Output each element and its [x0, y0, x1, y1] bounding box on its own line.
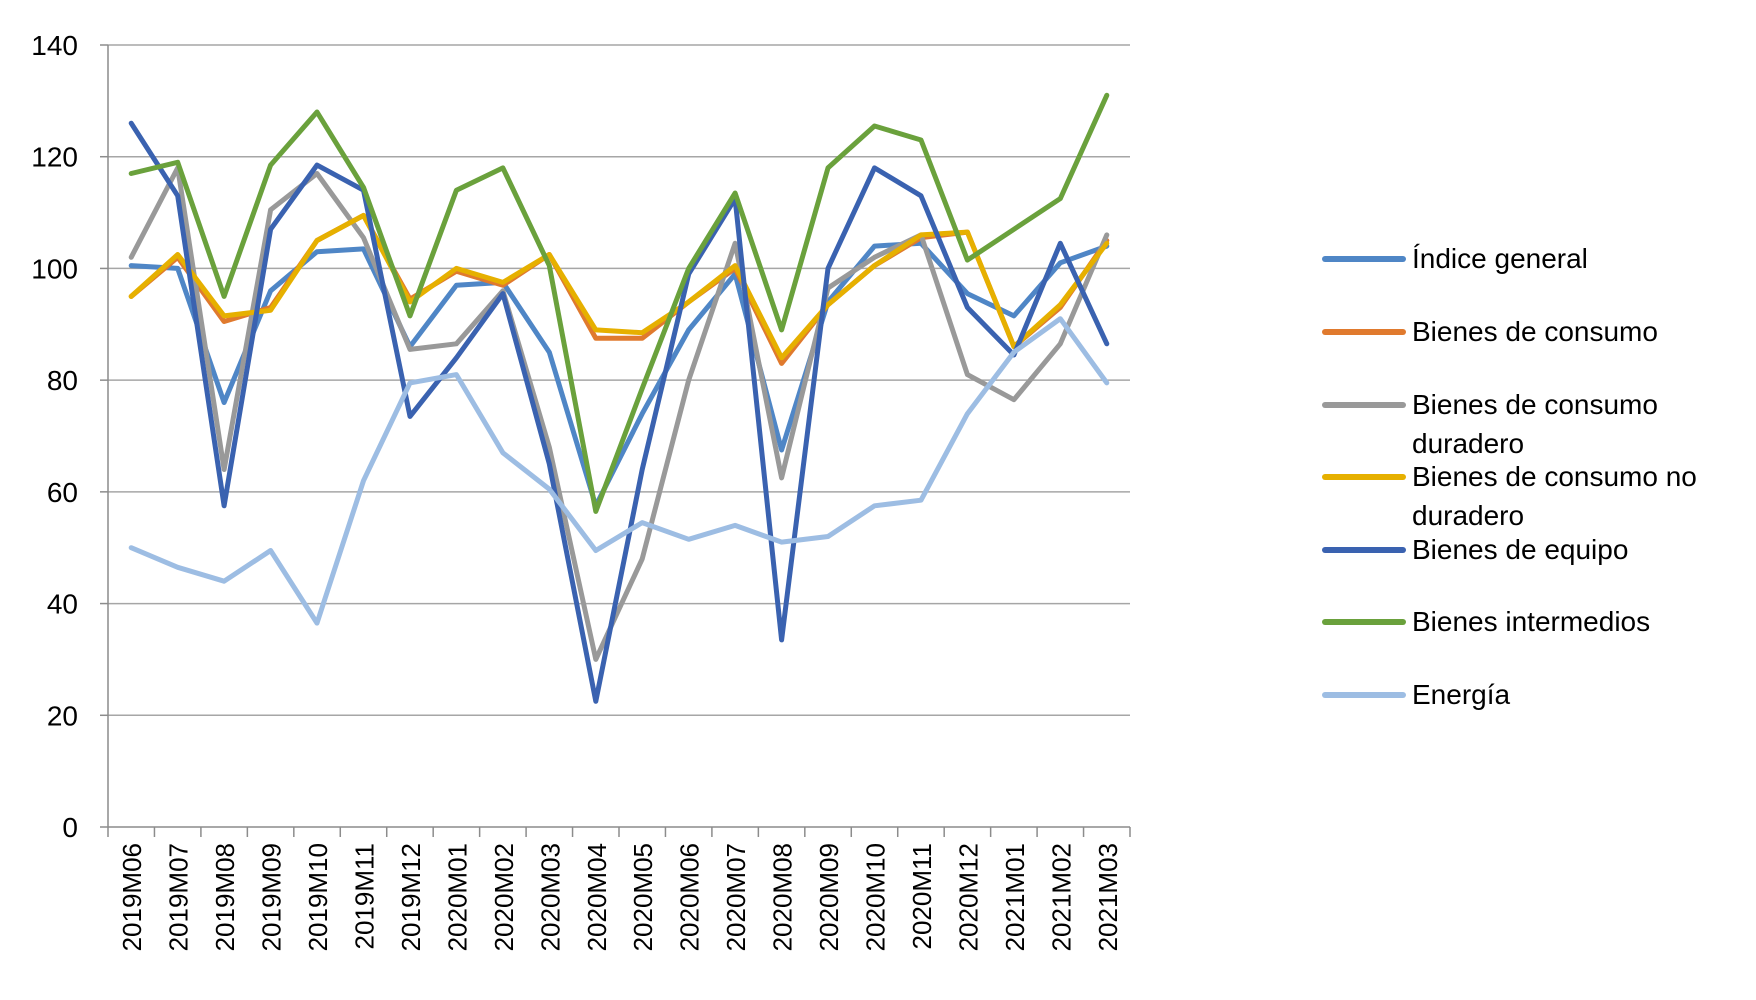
x-tick-label: 2019M06 — [117, 843, 147, 951]
x-tick-label: 2019M12 — [396, 843, 426, 951]
x-tick-label: 2019M07 — [164, 843, 194, 951]
x-tick-label: 2020M11 — [907, 843, 937, 950]
y-tick-label: 80 — [47, 365, 78, 396]
legend-label-4: Bienes de equipo — [1412, 534, 1628, 565]
y-tick-label: 20 — [47, 700, 78, 731]
y-tick-label: 100 — [31, 253, 78, 284]
legend-label-2: Bienes de consumo — [1412, 389, 1658, 420]
y-tick-label: 0 — [62, 812, 78, 843]
series-line-4 — [128, 120, 1110, 704]
x-tick-label: 2020M02 — [489, 843, 519, 951]
x-tick-label: 2020M08 — [768, 843, 798, 951]
x-tick-label: 2020M04 — [582, 843, 612, 951]
series-line-3 — [128, 212, 1110, 361]
x-tick-label: 2019M10 — [303, 843, 333, 951]
x-tick-label: 2020M06 — [675, 843, 705, 951]
legend-label-3: duradero — [1412, 500, 1524, 531]
x-axis-ticks: 2019M06 2019M07 2019M08 2019M09 2019M10 2019M… — [107, 827, 1131, 951]
series-line-6 — [128, 316, 1110, 626]
x-tick-label: 2020M07 — [721, 843, 751, 951]
series-lines — [128, 92, 1110, 704]
y-tick-label: 40 — [47, 589, 78, 620]
series-line-5 — [128, 92, 1110, 514]
series-line-0 — [128, 240, 1110, 509]
legend-label-5: Bienes intermedios — [1412, 606, 1650, 637]
legend-label-3: Bienes de consumo no — [1412, 461, 1697, 492]
y-tick-label: 120 — [31, 142, 78, 173]
x-tick-label: 2019M11 — [350, 843, 380, 950]
x-tick-label: 2019M09 — [257, 843, 287, 951]
legend-label-1: Bienes de consumo — [1412, 316, 1658, 347]
x-tick-label: 2021M02 — [1046, 843, 1076, 951]
x-tick-label: 2020M05 — [628, 843, 658, 951]
x-tick-label: 2020M09 — [814, 843, 844, 951]
x-tick-label: 2020M03 — [535, 843, 565, 951]
x-tick-label: 2021M01 — [1000, 843, 1030, 951]
legend-label-6: Energía — [1412, 679, 1510, 710]
y-tick-label: 60 — [47, 477, 78, 508]
legend-label-0: Índice general — [1412, 243, 1588, 274]
legend-label-2: duradero — [1412, 428, 1524, 459]
x-tick-label: 2020M12 — [953, 843, 983, 951]
y-tick-label: 140 — [31, 30, 78, 61]
x-tick-label: 2020M01 — [442, 843, 472, 951]
x-tick-label: 2020M10 — [861, 843, 891, 951]
series-line-2 — [128, 165, 1110, 662]
x-tick-label: 2021M03 — [1093, 843, 1123, 951]
legend: Índice general Bienes de consumo Bienes de… — [1322, 243, 1697, 710]
y-axis-ticks: 0 20 40 60 80 100 120 140 — [31, 30, 108, 843]
x-tick-label: 2019M08 — [210, 843, 240, 951]
